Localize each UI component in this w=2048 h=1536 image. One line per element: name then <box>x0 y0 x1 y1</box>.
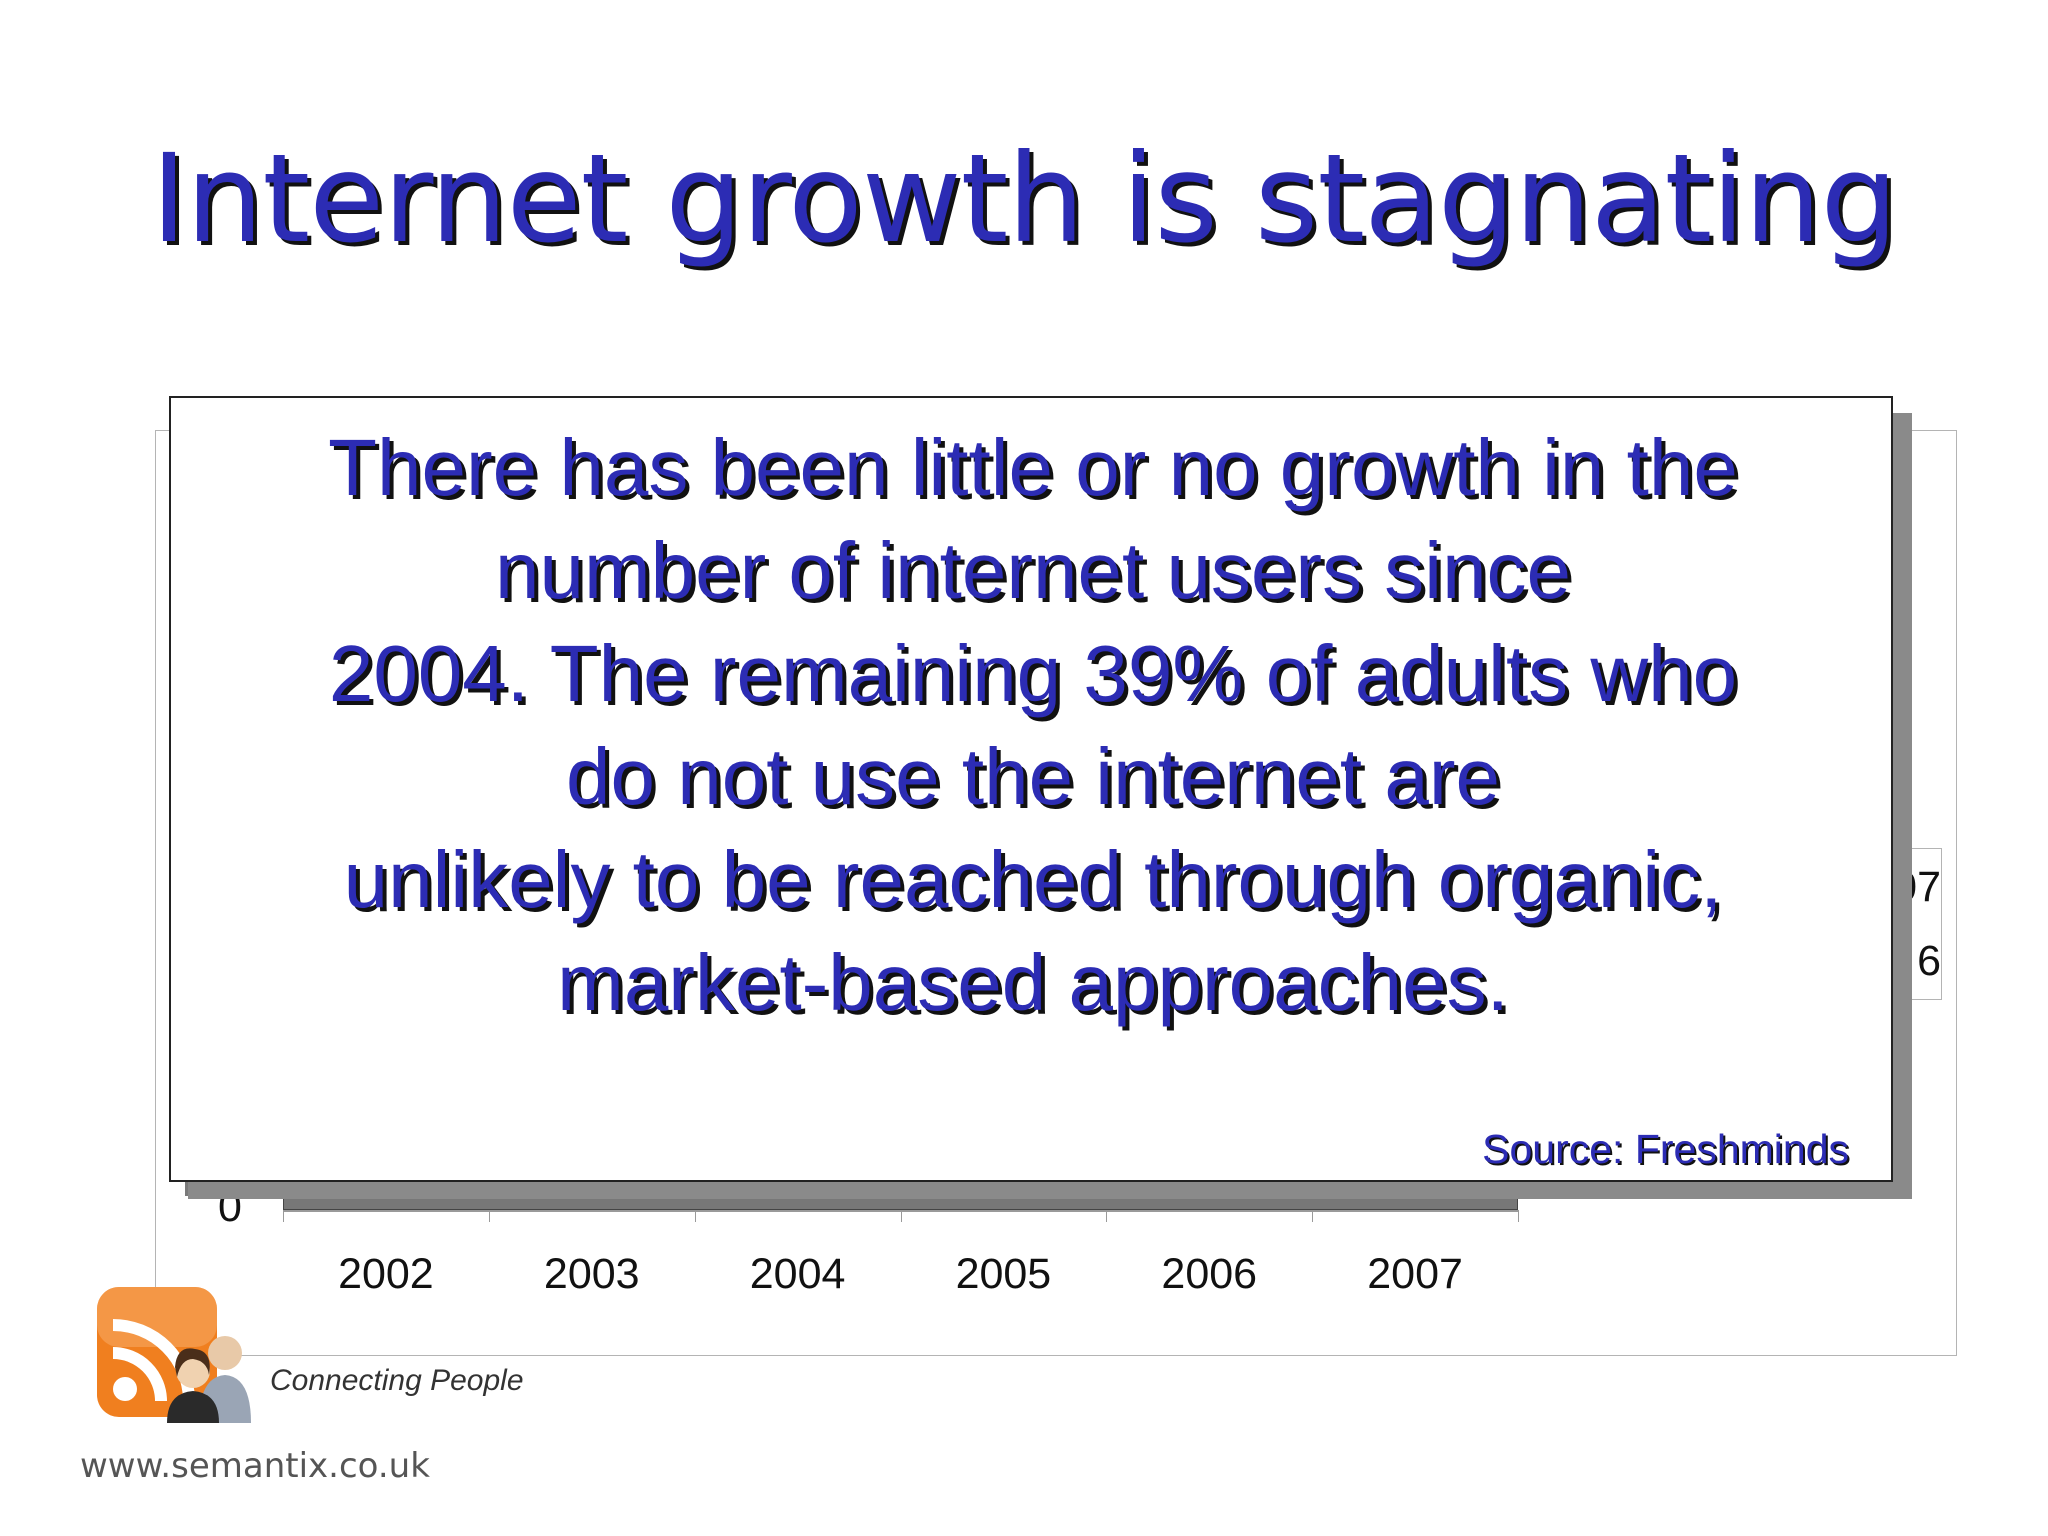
x-tick-label: 2002 <box>338 1250 434 1298</box>
x-axis-tick <box>1312 1210 1314 1222</box>
x-axis-tick <box>1518 1210 1519 1222</box>
callout-box: There has been little or no growth in th… <box>169 396 1893 1182</box>
legend-item: 6 <box>1917 937 1941 985</box>
rss-people-logo-icon <box>97 1287 251 1423</box>
source-note: Source: Freshminds <box>1482 1126 1849 1172</box>
x-axis-tick <box>900 1210 902 1222</box>
x-axis-tick <box>283 1210 284 1222</box>
callout-line: unlikely to be reached through organic, <box>343 835 1723 924</box>
x-tick-label: 2005 <box>955 1250 1052 1298</box>
x-tick-label: 2003 <box>543 1250 640 1298</box>
callout-line: number of internet users since <box>494 526 1572 615</box>
slide-title: Internet growth is stagnating <box>151 128 1898 270</box>
callout-line: market-based approaches. <box>557 938 1509 1027</box>
site-url: www.semantix.co.uk <box>80 1446 430 1486</box>
footer-tagline: Connecting People <box>270 1364 524 1397</box>
x-tick-label: 2007 <box>1367 1250 1463 1298</box>
x-axis-tick <box>1106 1210 1108 1222</box>
x-axis-tick <box>694 1210 696 1222</box>
x-tick-label: 2004 <box>749 1250 846 1298</box>
callout-line: 2004. The remaining 39% of adults who <box>328 629 1738 718</box>
x-axis-tick <box>488 1210 490 1222</box>
callout-text: There has been little or no growth in th… <box>201 416 1865 1034</box>
callout-line: do not use the internet are <box>566 732 1500 821</box>
x-tick-label: 2006 <box>1161 1250 1258 1298</box>
callout-line: There has been little or no growth in th… <box>328 423 1738 512</box>
